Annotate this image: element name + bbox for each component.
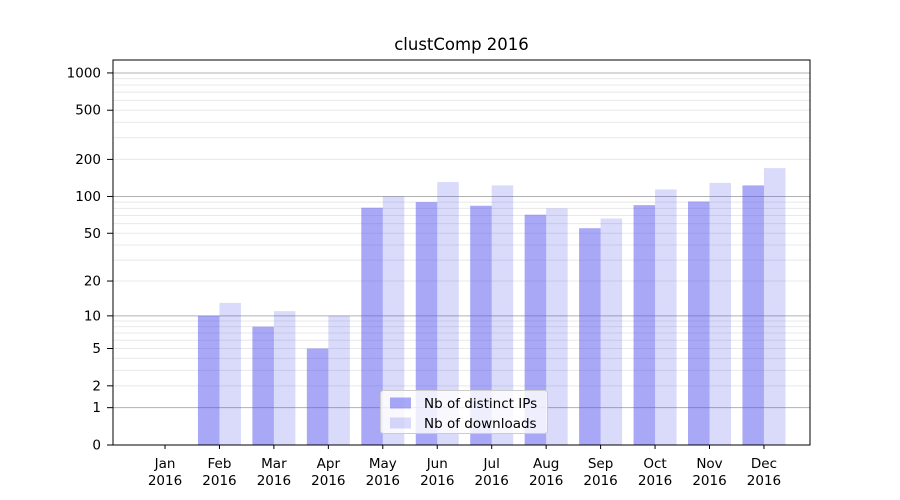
- y-tick-label: 1: [92, 400, 101, 416]
- bar-distinct-ips: [688, 201, 710, 445]
- bar-distinct-ips: [633, 205, 656, 445]
- x-tick-label-year: 2016: [692, 473, 726, 489]
- x-tick-label-month: Sep: [588, 456, 613, 472]
- bar-downloads: [546, 208, 568, 445]
- x-tick-label-month: Jul: [483, 456, 500, 472]
- bar-distinct-ips: [306, 348, 329, 445]
- bar-distinct-ips: [415, 202, 438, 445]
- bar-downloads: [763, 168, 786, 446]
- y-tick-label: 500: [75, 103, 101, 119]
- x-tick-label-year: 2016: [148, 473, 182, 489]
- legend-label-distinct-ips: Nb of distinct IPs: [424, 396, 537, 412]
- bar-downloads: [600, 218, 623, 445]
- x-tick-label-year: 2016: [583, 473, 617, 489]
- x-tick-label-month: Jun: [426, 456, 448, 472]
- bar-distinct-ips: [470, 205, 492, 445]
- y-tick-label: 0: [92, 438, 101, 454]
- bar-downloads: [219, 302, 241, 445]
- x-tick-label-year: 2016: [529, 473, 563, 489]
- bar-distinct-ips: [524, 214, 547, 445]
- y-tick-label: 50: [84, 226, 101, 242]
- legend-swatch-distinct-ips: [390, 397, 411, 409]
- bar-downloads: [655, 189, 677, 445]
- x-tick-label-month: Dec: [751, 456, 777, 472]
- bar-downloads: [491, 185, 514, 445]
- y-tick-label: 1000: [67, 65, 101, 81]
- x-tick-label-year: 2016: [311, 473, 345, 489]
- x-tick-label-month: Oct: [643, 456, 666, 472]
- y-tick-label: 200: [75, 152, 101, 168]
- legend-box: [380, 390, 548, 434]
- legend: Nb of distinct IPs Nb of downloads: [380, 390, 548, 434]
- x-tick-label-year: 2016: [420, 473, 454, 489]
- x-tick-label-month: Aug: [533, 456, 559, 472]
- axes: 01251020501002005001000Jan2016Feb2016Mar…: [67, 59, 811, 489]
- chart-title: clustComp 2016: [394, 35, 529, 54]
- x-tick-label-month: Mar: [261, 456, 287, 472]
- legend-swatch-downloads: [390, 417, 411, 429]
- bar-distinct-ips: [742, 185, 764, 445]
- x-tick-label-month: May: [369, 456, 397, 472]
- x-tick-label-month: Apr: [317, 456, 341, 472]
- y-tick-label: 2: [92, 378, 101, 394]
- plot-border: [112, 59, 811, 446]
- x-tick-label-year: 2016: [747, 473, 781, 489]
- x-tick-label-month: Jan: [154, 456, 176, 472]
- bar-distinct-ips: [252, 326, 274, 445]
- x-tick-label-year: 2016: [366, 473, 400, 489]
- y-tick-label: 20: [84, 274, 101, 290]
- bar-distinct-ips: [361, 207, 383, 445]
- bar-distinct-ips: [197, 315, 220, 445]
- bar-downloads: [709, 182, 731, 445]
- x-tick-label-year: 2016: [202, 473, 236, 489]
- x-tick-label-year: 2016: [475, 473, 509, 489]
- bar-downloads: [437, 182, 459, 445]
- bar-distinct-ips: [579, 228, 601, 445]
- y-tick-label: 5: [92, 341, 101, 357]
- bar-downloads: [273, 311, 296, 445]
- bar-downloads: [382, 196, 405, 445]
- legend-label-downloads: Nb of downloads: [424, 416, 537, 432]
- y-tick-label: 100: [75, 189, 101, 205]
- x-tick-label-year: 2016: [638, 473, 672, 489]
- x-tick-label-year: 2016: [257, 473, 291, 489]
- x-tick-label-month: Nov: [696, 456, 722, 472]
- x-tick-label-month: Feb: [207, 456, 231, 472]
- bars: [197, 168, 786, 446]
- bar-downloads: [328, 315, 350, 445]
- y-tick-label: 10: [84, 308, 101, 324]
